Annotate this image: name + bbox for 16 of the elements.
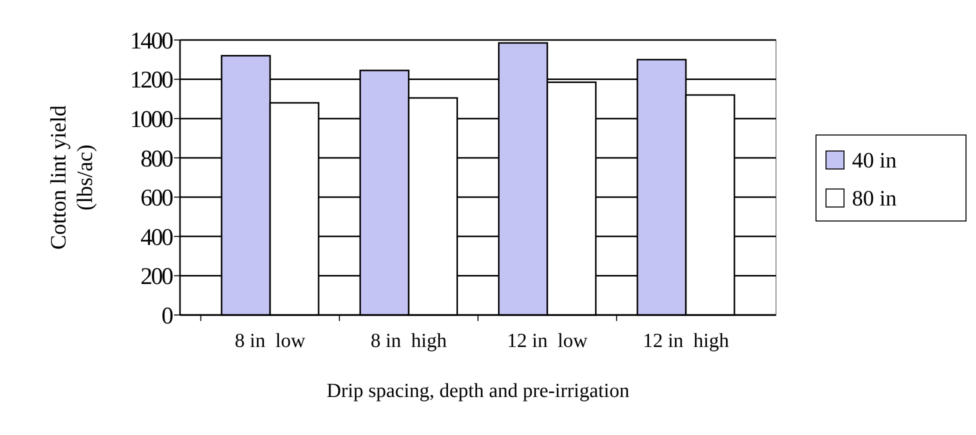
y-tick-label: 1400 — [130, 28, 174, 54]
y-tick-label: 1000 — [130, 106, 174, 133]
legend-label: 80 in — [852, 186, 897, 211]
x-tick-label: 12 in low — [507, 330, 588, 352]
y-tick-label: 0 — [162, 303, 174, 330]
x-tick-label: 8 in low — [234, 330, 306, 352]
y-tick-label: 800 — [140, 146, 174, 172]
y-axis-title: Cotton lint yield (lbs/ac) — [46, 105, 97, 250]
y-tick-label: 200 — [140, 264, 174, 290]
legend-label: 40 in — [852, 148, 897, 173]
x-tick-label: 12 in high — [642, 330, 729, 352]
x-axis-title: Drip spacing, depth and pre-irrigation — [326, 380, 630, 402]
y-tick-label: 600 — [140, 186, 174, 212]
y-tick-label: 1200 — [130, 68, 174, 94]
x-tick-label: 8 in high — [370, 330, 447, 352]
y-tick-label: 400 — [140, 224, 174, 251]
